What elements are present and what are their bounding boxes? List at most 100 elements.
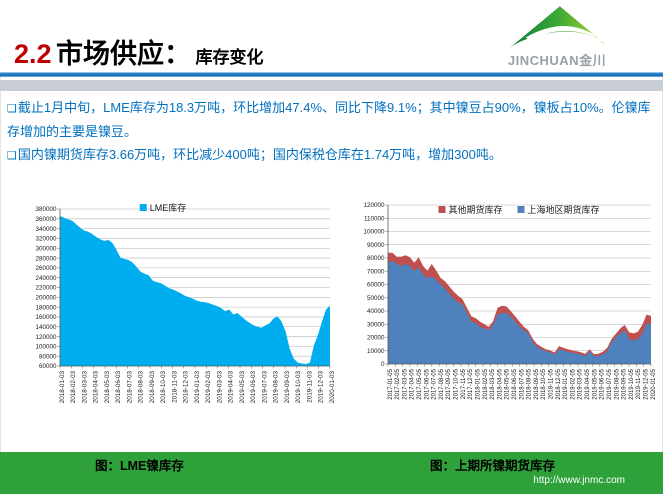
svg-text:2017-02-05: 2017-02-05 bbox=[395, 368, 401, 399]
shfe-inventory-chart: 0 10000 20000 30000 40000 50000 60000 70000 8000… bbox=[363, 202, 657, 400]
svg-text:140000: 140000 bbox=[35, 324, 57, 331]
svg-text:2018-06-03: 2018-06-03 bbox=[115, 370, 122, 403]
svg-text:2018-10-03: 2018-10-03 bbox=[160, 370, 167, 403]
svg-text:2019-11-05: 2019-11-05 bbox=[636, 368, 642, 399]
svg-text:120000: 120000 bbox=[35, 334, 57, 341]
title-text: 市场供应： bbox=[56, 39, 191, 69]
bullet-item: ❑截止1月中旬，LME库存为18.3万吨，环比增加47.4%、同比下降9.1%；… bbox=[7, 96, 657, 143]
svg-text:2018-01-03: 2018-01-03 bbox=[59, 370, 66, 403]
bullet-item: ❑国内镍期货库存3.66万吨，环比减少400吨；国内保税仓库在1.74万吨，增加… bbox=[7, 143, 657, 167]
svg-text:100000: 100000 bbox=[35, 344, 57, 351]
svg-text:50000: 50000 bbox=[367, 295, 385, 302]
bullet-text: 国内镍期货库存3.66万吨，环比减少400吨；国内保税仓库在1.74万吨，增加3… bbox=[17, 147, 502, 163]
svg-text:2019-04-03: 2019-04-03 bbox=[228, 370, 235, 403]
svg-text:其他期货库存: 其他期货库存 bbox=[449, 204, 503, 215]
svg-text:2019-11-03: 2019-11-03 bbox=[306, 370, 313, 402]
svg-text:2017-07-05: 2017-07-05 bbox=[432, 368, 438, 399]
svg-text:2017-11-05: 2017-11-05 bbox=[461, 368, 467, 399]
svg-text:2017-05-05: 2017-05-05 bbox=[417, 368, 423, 399]
svg-text:360000: 360000 bbox=[35, 216, 57, 223]
svg-text:2018-04-03: 2018-04-03 bbox=[93, 370, 100, 403]
svg-text:2018-11-05: 2018-11-05 bbox=[549, 368, 555, 399]
svg-text:2019-01-03: 2019-01-03 bbox=[194, 370, 201, 403]
svg-text:2019-03-03: 2019-03-03 bbox=[216, 370, 223, 403]
caption-shfe-chart: 图：上期所镍期货库存 bbox=[430, 459, 556, 473]
svg-text:2017-06-05: 2017-06-05 bbox=[424, 368, 430, 399]
svg-text:60000: 60000 bbox=[39, 363, 57, 370]
svg-text:30000: 30000 bbox=[367, 321, 385, 328]
svg-text:2019-10-03: 2019-10-03 bbox=[295, 370, 302, 403]
bullet-square-icon: ❑ bbox=[7, 103, 17, 115]
svg-text:2018-03-05: 2018-03-05 bbox=[490, 368, 496, 399]
svg-text:2019-07-05: 2019-07-05 bbox=[607, 368, 613, 399]
svg-text:2017-04-05: 2017-04-05 bbox=[410, 368, 416, 399]
svg-text:2017-03-05: 2017-03-05 bbox=[402, 368, 408, 399]
svg-text:10000: 10000 bbox=[367, 348, 385, 355]
svg-text:2019-12-05: 2019-12-05 bbox=[643, 368, 649, 399]
svg-text:2018-03-03: 2018-03-03 bbox=[81, 370, 88, 403]
svg-text:70000: 70000 bbox=[367, 268, 385, 275]
svg-text:2019-05-03: 2019-05-03 bbox=[239, 370, 246, 403]
svg-text:2019-06-03: 2019-06-03 bbox=[250, 370, 257, 403]
svg-text:2018-09-03: 2018-09-03 bbox=[149, 370, 156, 403]
svg-text:180000: 180000 bbox=[35, 304, 57, 311]
svg-text:2017-12-05: 2017-12-05 bbox=[468, 368, 474, 399]
svg-text:240000: 240000 bbox=[35, 275, 57, 282]
svg-text:2020-01-03: 2020-01-03 bbox=[329, 370, 336, 403]
slide-header: 2.2 市场供应： 库存变化 JINCHUAN金川 bbox=[0, 0, 663, 72]
svg-text:2018-12-05: 2018-12-05 bbox=[556, 368, 562, 399]
svg-text:2018-05-03: 2018-05-03 bbox=[104, 370, 111, 403]
svg-text:2018-02-05: 2018-02-05 bbox=[483, 368, 489, 399]
jinchuan-logo: JINCHUAN金川 bbox=[505, 3, 609, 68]
svg-text:2017-10-05: 2017-10-05 bbox=[454, 368, 460, 399]
svg-text:2020-01-05: 2020-01-05 bbox=[651, 368, 657, 399]
svg-text:80000: 80000 bbox=[367, 255, 385, 262]
svg-text:0: 0 bbox=[381, 361, 385, 368]
svg-text:110000: 110000 bbox=[364, 215, 385, 222]
svg-text:2019-02-05: 2019-02-05 bbox=[570, 368, 576, 399]
svg-text:2019-09-03: 2019-09-03 bbox=[284, 370, 291, 403]
website-url: http://www.jnmc.com bbox=[533, 475, 625, 486]
svg-text:2019-09-05: 2019-09-05 bbox=[622, 368, 628, 399]
svg-text:2019-08-05: 2019-08-05 bbox=[614, 368, 620, 399]
svg-text:220000: 220000 bbox=[35, 285, 57, 292]
svg-text:2018-08-05: 2018-08-05 bbox=[527, 368, 533, 399]
svg-text:2019-06-05: 2019-06-05 bbox=[600, 368, 606, 399]
svg-text:2017-08-05: 2017-08-05 bbox=[439, 368, 445, 399]
svg-text:160000: 160000 bbox=[35, 314, 57, 321]
svg-text:2018-07-03: 2018-07-03 bbox=[126, 370, 133, 403]
logo-text: JINCHUAN金川 bbox=[507, 53, 607, 68]
svg-text:200000: 200000 bbox=[35, 294, 57, 301]
svg-text:2018-06-05: 2018-06-05 bbox=[512, 368, 518, 399]
svg-text:2018-08-03: 2018-08-03 bbox=[138, 370, 145, 403]
svg-text:2019-05-05: 2019-05-05 bbox=[592, 368, 598, 399]
svg-text:LME库存: LME库存 bbox=[150, 202, 187, 213]
svg-text:2018-05-05: 2018-05-05 bbox=[505, 368, 511, 399]
svg-text:60000: 60000 bbox=[367, 282, 385, 289]
svg-text:280000: 280000 bbox=[35, 255, 57, 262]
svg-text:90000: 90000 bbox=[367, 242, 385, 249]
svg-text:2019-08-03: 2019-08-03 bbox=[273, 370, 280, 403]
section-number: 2.2 bbox=[14, 39, 52, 69]
svg-text:260000: 260000 bbox=[35, 265, 57, 272]
svg-text:2019-04-05: 2019-04-05 bbox=[585, 368, 591, 399]
svg-text:2019-02-03: 2019-02-03 bbox=[205, 370, 212, 403]
bullet-list: ❑截止1月中旬，LME库存为18.3万吨，环比增加47.4%、同比下降9.1%；… bbox=[0, 91, 663, 167]
svg-text:2018-09-05: 2018-09-05 bbox=[534, 368, 540, 399]
svg-text:2017-01-05: 2017-01-05 bbox=[388, 368, 394, 399]
svg-text:120000: 120000 bbox=[363, 202, 385, 209]
svg-text:320000: 320000 bbox=[35, 236, 57, 243]
svg-text:2018-12-03: 2018-12-03 bbox=[183, 370, 190, 403]
svg-text:2018-10-05: 2018-10-05 bbox=[541, 368, 547, 399]
svg-text:40000: 40000 bbox=[367, 308, 385, 315]
svg-text:2018-02-03: 2018-02-03 bbox=[70, 370, 77, 403]
svg-text:340000: 340000 bbox=[35, 226, 57, 233]
svg-text:2018-01-05: 2018-01-05 bbox=[475, 368, 481, 399]
svg-text:上海地区期货库存: 上海地区期货库存 bbox=[528, 204, 600, 215]
bullet-square-icon: ❑ bbox=[7, 150, 17, 163]
caption-lme-chart: 图：LME镍库存 bbox=[95, 459, 184, 473]
svg-text:2019-03-05: 2019-03-05 bbox=[578, 368, 584, 399]
svg-text:300000: 300000 bbox=[35, 245, 57, 252]
svg-text:2019-07-03: 2019-07-03 bbox=[261, 370, 268, 403]
